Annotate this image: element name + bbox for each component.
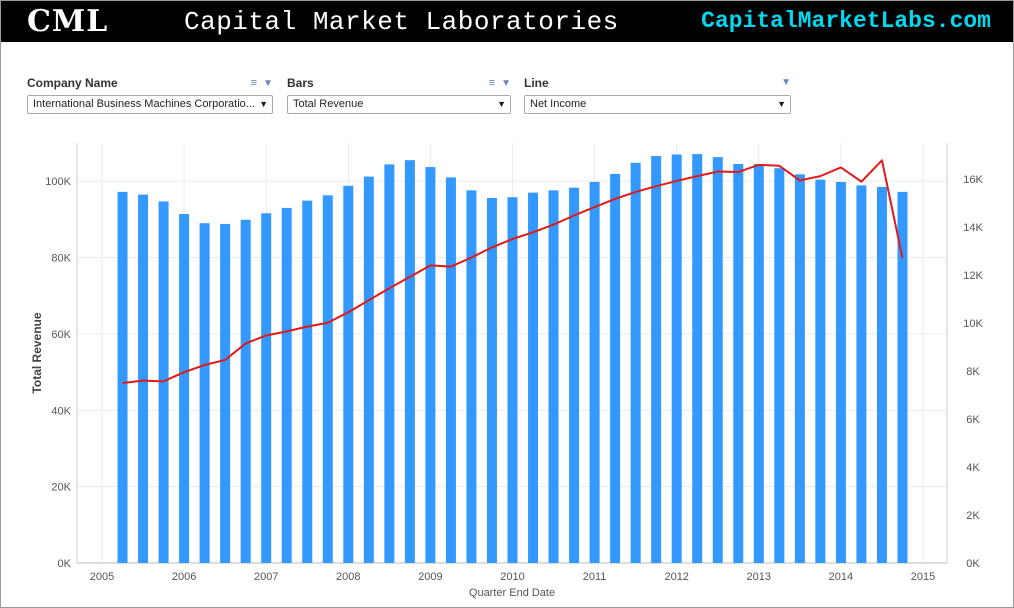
y-right-tick-label: 6K <box>966 414 980 426</box>
y-left-tick-label: 60K <box>51 329 71 341</box>
company-select[interactable]: International Business Machines Corporat… <box>27 95 273 114</box>
revenue-bar <box>343 185 354 563</box>
x-tick-label: 2011 <box>583 571 607 583</box>
revenue-bar <box>404 160 415 563</box>
y-right-tick-label: 8K <box>966 366 980 378</box>
revenue-bar <box>486 197 497 563</box>
company-select-value: International Business Machines Corporat… <box>33 98 255 110</box>
y-left-tick-label: 100K <box>45 176 71 188</box>
bars-select-value: Total Revenue <box>293 98 364 110</box>
revenue-bar <box>794 174 805 564</box>
y-right-tick-label: 4K <box>966 462 980 474</box>
y-right-tick-label: 16K <box>963 174 983 186</box>
revenue-bar <box>753 164 764 563</box>
revenue-bar <box>445 177 456 563</box>
line-filter: Line ▼ Net Income ▼ <box>524 74 791 114</box>
y-right-tick-label: 12K <box>963 270 983 282</box>
filter-dropdown-icon[interactable]: ▼ <box>781 77 791 88</box>
revenue-bar <box>692 154 703 563</box>
revenue-bar <box>261 213 272 563</box>
bars-filter-label: Bars <box>287 76 314 90</box>
company-filter-label: Company Name <box>27 76 118 90</box>
y-axis-title: Total Revenue <box>30 312 44 393</box>
x-tick-label: 2015 <box>911 571 935 583</box>
revenue-bar <box>835 181 846 564</box>
revenue-bar <box>528 192 539 564</box>
banner: CML Capital Market Laboratories CapitalM… <box>1 1 1013 42</box>
revenue-bar <box>425 167 436 563</box>
x-tick-label: 2009 <box>418 571 442 583</box>
chevron-down-icon: ▼ <box>259 99 268 109</box>
revenue-bar <box>199 223 210 563</box>
revenue-bar <box>815 179 826 563</box>
revenue-bar <box>897 191 908 563</box>
y-left-tick-label: 0K <box>58 558 72 570</box>
x-tick-label: 2008 <box>336 571 360 583</box>
revenue-bar <box>671 154 682 564</box>
revenue-bar <box>548 190 559 563</box>
x-axis-title: Quarter End Date <box>469 587 555 599</box>
x-tick-label: 2007 <box>254 571 278 583</box>
banner-url[interactable]: CapitalMarketLabs.com <box>701 8 991 34</box>
company-filter: Company Name ≡ ▼ International Business M… <box>27 74 273 114</box>
net-income-line <box>122 159 904 384</box>
y-left-tick-label: 80K <box>51 253 71 265</box>
x-tick-label: 2013 <box>747 571 771 583</box>
revenue-bar <box>876 186 887 563</box>
revenue-bar <box>569 187 580 563</box>
chevron-down-icon: ▼ <box>777 99 786 109</box>
filter-dropdown-icon[interactable]: ▼ <box>501 78 511 89</box>
line-filter-label: Line <box>524 76 549 90</box>
revenue-bar <box>138 194 149 563</box>
chevron-down-icon: ▼ <box>497 99 506 109</box>
y-right-tick-label: 14K <box>963 222 983 234</box>
revenue-bar <box>610 173 621 563</box>
line-select-value: Net Income <box>530 98 587 110</box>
y-right-tick-label: 10K <box>963 318 983 330</box>
revenue-bar <box>322 195 333 564</box>
revenue-bar <box>630 162 641 563</box>
revenue-bar <box>712 157 723 564</box>
banner-title: Capital Market Laboratories <box>184 7 619 37</box>
y-right-tick-label: 2K <box>966 510 980 522</box>
revenue-bar <box>774 168 785 563</box>
y-left-tick-label: 40K <box>51 405 71 417</box>
filter-menu-icon[interactable]: ≡ <box>250 77 258 89</box>
cml-logo: CML <box>27 4 109 39</box>
line-select[interactable]: Net Income ▼ <box>524 95 791 114</box>
bars-filter: Bars ≡ ▼ Total Revenue ▼ <box>287 74 511 114</box>
revenue-bar <box>363 176 374 563</box>
x-tick-label: 2005 <box>90 571 114 583</box>
y-right-tick-label: 0K <box>966 558 980 570</box>
filter-menu-icon[interactable]: ≡ <box>488 77 496 89</box>
x-tick-label: 2010 <box>500 571 524 583</box>
revenue-bar <box>281 207 292 563</box>
revenue-bar <box>651 155 662 563</box>
revenue-bar <box>466 190 477 563</box>
x-tick-label: 2014 <box>829 571 853 583</box>
filter-dropdown-icon[interactable]: ▼ <box>263 78 273 89</box>
revenue-bar <box>589 181 600 564</box>
revenue-bar <box>384 164 395 563</box>
revenue-bar <box>117 191 128 563</box>
revenue-bar <box>220 223 231 564</box>
revenue-bar <box>856 185 867 563</box>
revenue-bar <box>733 164 744 563</box>
x-tick-label: 2012 <box>664 571 688 583</box>
y-left-tick-label: 20K <box>51 482 71 494</box>
x-tick-label: 2006 <box>172 571 196 583</box>
revenue-bar <box>507 197 518 563</box>
revenue-bar <box>302 200 313 563</box>
revenue-bar <box>240 219 251 563</box>
revenue-bar <box>179 214 190 563</box>
bars-select[interactable]: Total Revenue ▼ <box>287 95 511 114</box>
